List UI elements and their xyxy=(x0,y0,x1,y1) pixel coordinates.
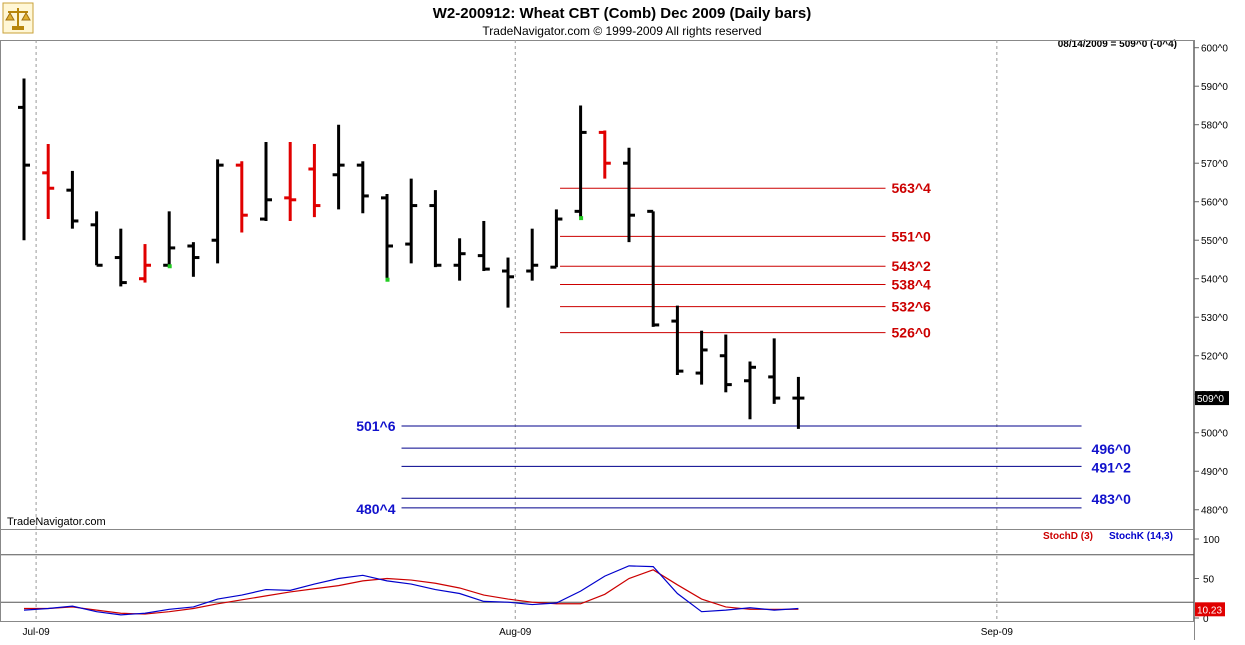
last-price-label: 509^0 xyxy=(1197,394,1224,405)
x-tick-label: Aug-09 xyxy=(499,627,532,638)
signal-dot xyxy=(167,264,172,269)
price-bar xyxy=(42,143,55,220)
y-tick-label: 570^0 xyxy=(1201,159,1228,170)
y-tick-label: 500^0 xyxy=(1201,429,1228,440)
price-bar xyxy=(163,211,176,269)
axis-layer: 480^0490^0500^0510^0520^0530^0540^0550^0… xyxy=(22,44,1229,638)
price-bar xyxy=(18,78,30,241)
price-bar xyxy=(695,330,708,385)
x-tick-label: Sep-09 xyxy=(981,627,1014,638)
y-tick-label: 520^0 xyxy=(1201,352,1228,363)
signal-dot xyxy=(579,216,584,221)
y-tick-label: 580^0 xyxy=(1201,121,1228,132)
price-bar xyxy=(550,209,563,269)
grid-layer xyxy=(35,40,998,621)
gold-weight-scale-icon[interactable] xyxy=(2,2,34,34)
price-bar xyxy=(211,159,224,264)
price-bar xyxy=(90,211,103,267)
y-tick-label: 540^0 xyxy=(1201,275,1228,286)
y-tick-label: 530^0 xyxy=(1201,313,1228,324)
resistance-label: 543^2 xyxy=(892,258,932,274)
price-bar xyxy=(284,142,297,221)
y-tick-label: 590^0 xyxy=(1201,82,1228,93)
last-price-tag xyxy=(1195,391,1229,406)
y-tick-label: 560^0 xyxy=(1201,198,1228,209)
stochastic-layer: 0 50 100 10.23 xyxy=(1,535,1225,625)
price-bar xyxy=(719,334,732,393)
resistance-label: 551^0 xyxy=(892,228,932,244)
support-label: 491^2 xyxy=(1092,459,1132,475)
readout-text: 08/14/2009 = 509^0 (-0^4) xyxy=(1058,39,1177,50)
price-bar xyxy=(187,242,200,277)
y-tick-label: 600^0 xyxy=(1201,44,1228,55)
price-bar xyxy=(381,194,393,282)
stoch-panel-frame xyxy=(0,529,1194,622)
stoch-series-line xyxy=(24,569,799,615)
legend-stochk: StochK (14,3) xyxy=(1109,531,1173,542)
legend-stochd: StochD (3) xyxy=(1043,531,1093,542)
price-bar xyxy=(405,178,418,264)
resistance-label: 526^0 xyxy=(892,325,932,341)
price-bar xyxy=(768,338,781,404)
y-tick-label: 480^0 xyxy=(1201,506,1228,517)
chart-subtitle: TradeNavigator.com © 1999-2009 All right… xyxy=(482,24,761,38)
stoch-tick-label: 0 xyxy=(1203,614,1209,625)
stoch-tick-label: 50 xyxy=(1203,575,1215,586)
stoch-tick-label: 100 xyxy=(1203,535,1220,546)
price-bar xyxy=(356,161,369,214)
stoch-last-tag xyxy=(1195,602,1225,617)
signal-dot xyxy=(385,277,390,282)
price-bar xyxy=(453,238,466,281)
price-bar xyxy=(671,305,684,375)
y-tick-label: 490^0 xyxy=(1201,467,1228,478)
support-label: 480^4 xyxy=(356,501,396,517)
price-bar xyxy=(114,228,127,287)
price-bar xyxy=(477,220,490,272)
resistance-label: 563^4 xyxy=(892,180,932,196)
levels-layer: 563^4 551^0 543^2 538^4 532^6 526^0 501^6 496^0… xyxy=(356,180,1131,517)
stoch-series-line xyxy=(23,565,799,616)
watermark-text: TradeNavigator.com xyxy=(7,516,106,528)
resistance-label: 532^6 xyxy=(892,299,932,315)
price-bar xyxy=(502,257,514,308)
price-bar xyxy=(623,147,635,243)
price-bar xyxy=(574,105,587,221)
price-bar xyxy=(429,190,442,268)
price-bar xyxy=(139,244,151,283)
price-bar xyxy=(66,170,79,229)
price-bar xyxy=(792,376,805,429)
x-tick-label: Jul-09 xyxy=(22,627,50,638)
y-tick-label: 550^0 xyxy=(1201,236,1228,247)
price-bar xyxy=(526,228,539,281)
chart-title: W2-200912: Wheat CBT (Comb) Dec 2009 (Da… xyxy=(433,5,811,22)
stoch-last-value: 10.23 xyxy=(1197,605,1222,616)
price-bar xyxy=(598,130,611,179)
support-label: 483^0 xyxy=(1092,491,1132,507)
price-bar xyxy=(308,143,321,218)
price-bar xyxy=(744,361,756,420)
price-bar xyxy=(260,142,272,221)
price-bar xyxy=(235,161,248,233)
price-bar xyxy=(647,209,660,327)
resistance-label: 538^4 xyxy=(892,277,932,293)
bars-layer xyxy=(18,78,805,429)
support-label: 496^0 xyxy=(1092,441,1132,457)
support-label: 501^6 xyxy=(356,418,396,434)
price-bar xyxy=(332,124,345,210)
